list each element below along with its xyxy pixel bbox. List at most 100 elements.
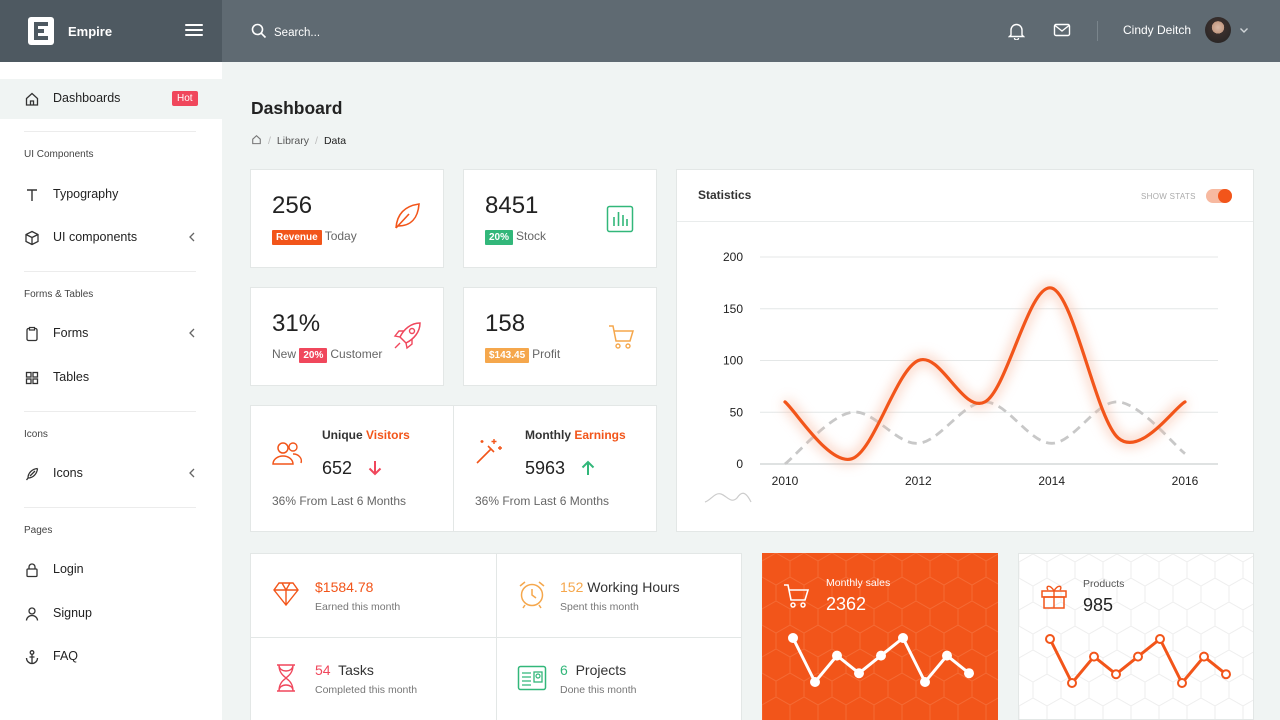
menu-toggle-icon[interactable] <box>185 24 203 38</box>
sidebar-item-ui-components[interactable]: UI components <box>0 218 222 258</box>
brand-name: Empire <box>68 24 113 39</box>
statistics-chart: 200 150 100 50 0 2010 2012 2014 2016 <box>704 250 1218 503</box>
stat-value: 158 <box>485 310 526 337</box>
sidebar: Dashboards Hot UI Components Typography … <box>0 62 222 720</box>
page-title: Dashboard <box>251 98 343 118</box>
summary-title: $1584.78 <box>315 579 374 595</box>
monthly-sales-label: Monthly sales <box>826 577 891 589</box>
sidebar-item-dashboards[interactable]: Dashboards Hot <box>0 79 222 119</box>
visitors-value: 652 <box>322 458 353 478</box>
sparkline-point <box>942 650 952 661</box>
sparkline-point <box>1199 651 1209 662</box>
sidebar-heading: UI Components <box>24 149 94 160</box>
chevron-left-icon <box>189 232 195 242</box>
stat-badge: 20% <box>299 348 328 363</box>
bell-icon[interactable] <box>1008 22 1025 40</box>
sparkline-point <box>1221 669 1231 680</box>
products-label: Products <box>1083 578 1125 590</box>
summary-subtitle: Done this month <box>560 684 637 696</box>
monthly-sales-card: Monthly sales 2362 <box>762 553 998 720</box>
visitors-title: Unique Visitors <box>322 428 410 442</box>
hexagon-pattern <box>762 553 998 720</box>
alarm-clock-icon <box>519 581 545 609</box>
search-icon[interactable] <box>251 23 267 39</box>
user-name[interactable]: Cindy Deitch <box>1123 23 1192 37</box>
users-icon <box>272 442 303 465</box>
chevron-down-icon[interactable] <box>1239 27 1249 34</box>
summary-card: $1584.78 Earned this month 152 Working H… <box>250 553 742 720</box>
sparkline-point <box>1177 678 1187 688</box>
visitors-footer: 36% From Last 6 Months <box>272 494 407 508</box>
sidebar-item-faq[interactable]: FAQ <box>0 637 222 677</box>
sparkline-point <box>854 668 864 679</box>
stat-badge: $143.45 <box>485 348 530 363</box>
sidebar-heading: Forms & Tables <box>24 289 94 300</box>
breadcrumb-current: Data <box>323 135 347 147</box>
sparkline-point <box>1089 651 1099 662</box>
x-tick-label: 2016 <box>1172 474 1199 488</box>
sidebar-heading: Icons <box>24 429 48 440</box>
stat-value: 256 <box>272 192 313 219</box>
summary-title: 54 Tasks <box>315 662 374 678</box>
sidebar-divider <box>24 507 196 508</box>
id-card-icon <box>517 665 547 691</box>
stat-label: Today <box>324 229 357 243</box>
breadcrumb-link[interactable]: Library <box>276 135 310 147</box>
lock-icon <box>26 563 38 578</box>
diamond-icon <box>273 582 299 607</box>
cart-icon <box>609 325 635 349</box>
products-card: Products 985 <box>1018 553 1254 720</box>
earnings-title: Monthly Earnings <box>525 428 626 442</box>
typography-icon <box>27 189 37 201</box>
bar-chart-icon <box>606 205 634 233</box>
sidebar-item-typography[interactable]: Typography <box>0 175 222 215</box>
feather-icon <box>25 467 39 481</box>
stat-card-revenue: 256 Revenue Today <box>250 169 444 268</box>
sidebar-item-login[interactable]: Login <box>0 550 222 590</box>
summary-subtitle: Completed this month <box>315 684 418 696</box>
topbar-divider <box>1097 21 1098 41</box>
y-tick-label: 100 <box>723 354 743 368</box>
stat-badge: Revenue <box>272 230 322 245</box>
sidebar-item-label: Forms <box>53 326 89 340</box>
gift-icon <box>1041 585 1067 609</box>
y-tick-label: 50 <box>730 405 744 419</box>
x-tick-label: 2012 <box>905 474 932 488</box>
monthly-sales-value: 2362 <box>826 594 867 614</box>
sidebar-heading: Pages <box>24 525 53 536</box>
stat-card-profit: 158 $143.45 Profit <box>463 287 657 386</box>
cart-icon <box>784 584 810 608</box>
grid-icon <box>25 371 39 385</box>
statistics-title: Statistics <box>698 188 752 202</box>
sidebar-item-forms[interactable]: Forms <box>0 314 222 354</box>
sidebar-item-icons[interactable]: Icons <box>0 454 222 494</box>
earnings-footer: 36% From Last 6 Months <box>475 494 610 508</box>
sidebar-item-label: Icons <box>53 466 83 480</box>
hourglass-icon <box>277 664 295 692</box>
brand[interactable]: Empire <box>0 0 222 62</box>
y-tick-label: 150 <box>723 302 743 316</box>
statistics-card: Statistics SHOW STATS 200 150 100 50 0 2010 20… <box>676 169 1254 532</box>
sidebar-item-label: UI components <box>53 230 138 244</box>
earnings-value: 5963 <box>525 458 566 478</box>
cube-icon <box>25 230 39 246</box>
sidebar-divider <box>24 411 196 412</box>
sidebar-item-label: Login <box>53 562 84 576</box>
sidebar-item-signup[interactable]: Signup <box>0 594 222 634</box>
sidebar-item-label: Typography <box>53 187 119 201</box>
top-bar: Empire Cindy Deitch <box>0 0 1280 62</box>
sidebar-item-tables[interactable]: Tables <box>0 358 222 398</box>
stat-card-customer: 31% New 20% Customer <box>250 287 444 386</box>
show-stats-toggle[interactable] <box>1206 189 1232 203</box>
show-stats-label: SHOW STATS <box>1141 192 1196 201</box>
mail-icon[interactable] <box>1053 23 1071 38</box>
stat-card-stock: 8451 20% Stock <box>463 169 657 268</box>
products-sparkline <box>1045 634 1231 688</box>
stat-label: Stock <box>516 229 547 243</box>
sidebar-divider <box>24 271 196 272</box>
hexagon-pattern <box>1019 554 1253 719</box>
home-icon[interactable] <box>251 134 262 145</box>
search-input[interactable] <box>274 22 574 44</box>
mini-wave-icon <box>704 492 752 503</box>
avatar[interactable] <box>1205 17 1231 43</box>
